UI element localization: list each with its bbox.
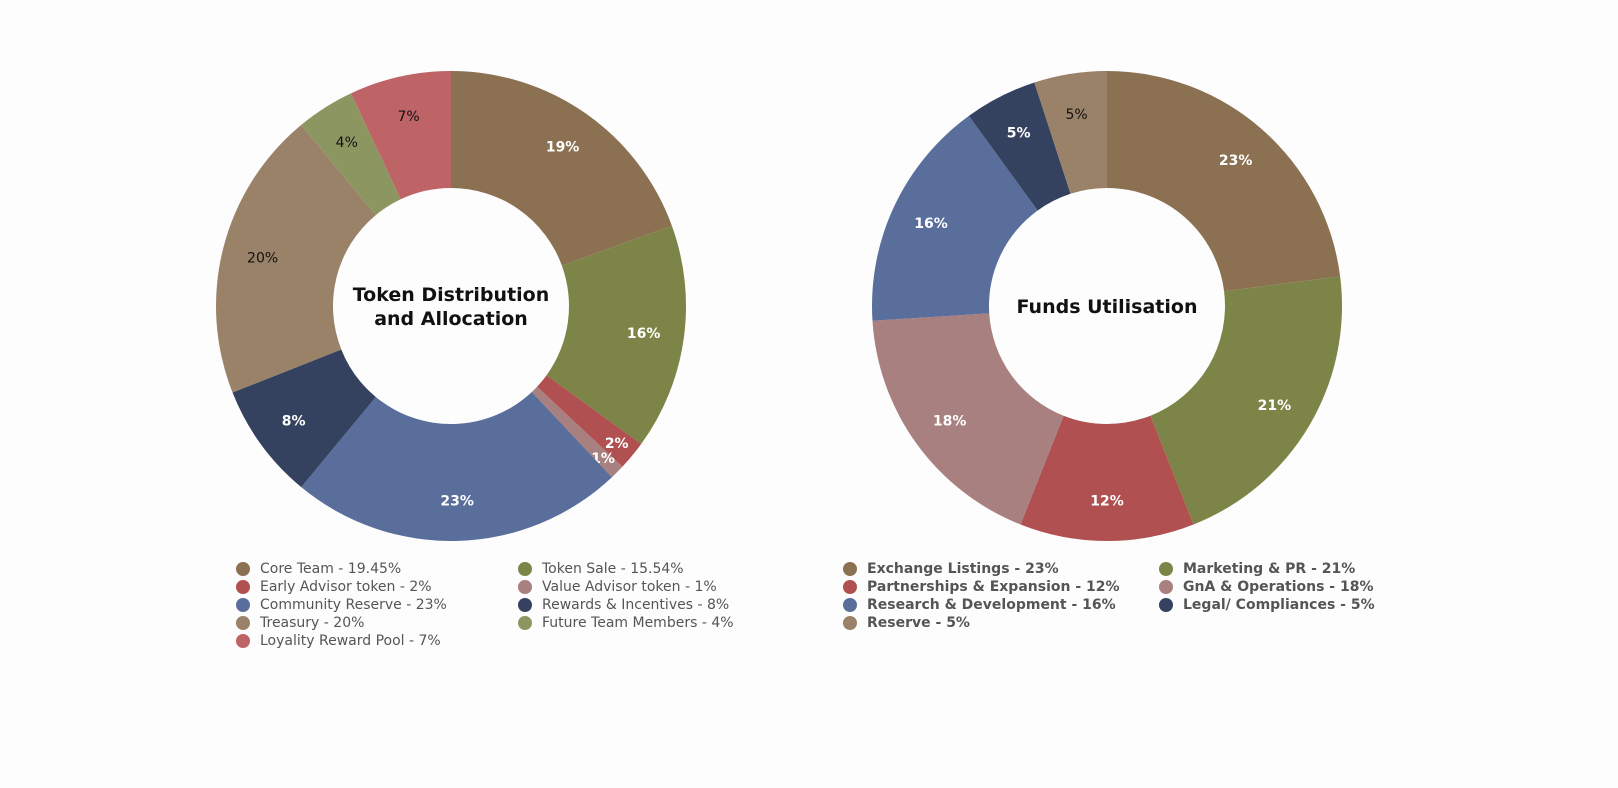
legend-marker	[1159, 598, 1173, 612]
legend-item[interactable]: Treasury - 20%	[236, 614, 518, 632]
legend-item[interactable]: Rewards & Incentives - 8%	[518, 596, 778, 614]
legend-marker	[843, 598, 857, 612]
legend-token-distribution: Core Team - 19.45% Token Sale - 15.54% Ear…	[236, 560, 778, 650]
legend-marker	[236, 598, 250, 612]
slice[interactable]	[872, 115, 1038, 321]
legend-marker	[236, 634, 250, 648]
slice[interactable]	[1020, 415, 1194, 541]
legend-label: Future Team Members - 4%	[542, 615, 734, 631]
legend-label: Partnerships & Expansion - 12%	[867, 579, 1120, 595]
slice[interactable]	[546, 225, 686, 445]
legend-item[interactable]: Community Reserve - 23%	[236, 596, 518, 614]
legend-marker	[518, 562, 532, 576]
data-label: 7%	[397, 109, 419, 125]
legend-marker	[843, 562, 857, 576]
legend-label: Token Sale - 15.54%	[542, 561, 684, 577]
legend-label: Legal/ Compliances - 5%	[1183, 597, 1375, 613]
legend-item[interactable]: Research & Development - 16%	[843, 596, 1159, 614]
data-label: 16%	[627, 326, 661, 342]
slice[interactable]	[1150, 276, 1342, 525]
slice[interactable]	[350, 71, 451, 200]
legend-item[interactable]: Loyality Reward Pool - 7%	[236, 632, 518, 650]
slice[interactable]	[232, 349, 376, 488]
legend-item[interactable]: Legal/ Compliances - 5%	[1159, 596, 1399, 614]
slice[interactable]	[531, 386, 623, 478]
slice[interactable]	[1107, 71, 1341, 292]
data-label: 12%	[1090, 494, 1124, 510]
legend-marker	[1159, 562, 1173, 576]
slice[interactable]	[301, 391, 612, 541]
data-label: 2%	[605, 436, 629, 452]
legend-label: Community Reserve - 23%	[260, 597, 447, 613]
data-label: 23%	[1219, 153, 1253, 169]
data-label: 8%	[282, 413, 306, 429]
legend-marker	[518, 580, 532, 594]
slice[interactable]	[968, 82, 1071, 211]
legend-label: Exchange Listings - 23%	[867, 561, 1059, 577]
legend-label: Core Team - 19.45%	[260, 561, 402, 577]
legend-marker	[518, 616, 532, 630]
legend-item[interactable]: Marketing & PR - 21%	[1159, 560, 1399, 578]
legend-marker	[843, 616, 857, 630]
legend-item[interactable]: Value Advisor token - 1%	[518, 578, 778, 596]
legend-item[interactable]: Token Sale - 15.54%	[518, 560, 778, 578]
data-label: 19%	[546, 140, 580, 156]
legend-item[interactable]: GnA & Operations - 18%	[1159, 578, 1399, 596]
slice[interactable]	[301, 93, 401, 216]
data-label: 23%	[440, 493, 474, 509]
legend-item[interactable]: Core Team - 19.45%	[236, 560, 518, 578]
slice[interactable]	[451, 71, 672, 266]
slice[interactable]	[872, 313, 1064, 525]
legend-label: Treasury - 20%	[260, 615, 365, 631]
chart-title: Token Distribution	[353, 284, 550, 306]
legend-marker	[518, 598, 532, 612]
legend-label: Marketing & PR - 21%	[1183, 561, 1356, 577]
slice[interactable]	[216, 124, 376, 393]
data-label: 4%	[336, 135, 358, 151]
legend-marker	[843, 580, 857, 594]
legend-item[interactable]: Future Team Members - 4%	[518, 614, 778, 632]
chart-title: and Allocation	[374, 308, 528, 330]
slice[interactable]	[537, 375, 642, 467]
legend-funds-utilisation: Exchange Listings - 23% Marketing & PR - …	[843, 560, 1399, 632]
legend-marker	[236, 562, 250, 576]
legend-label: Value Advisor token - 1%	[542, 579, 717, 595]
legend-marker	[236, 616, 250, 630]
legend-label: Rewards & Incentives - 8%	[542, 597, 730, 613]
legend-marker	[1159, 580, 1173, 594]
legend-item[interactable]: Reserve - 5%	[843, 614, 1159, 632]
data-label: 5%	[1065, 107, 1087, 123]
data-label: 18%	[933, 413, 967, 429]
legend-label: Research & Development - 16%	[867, 597, 1116, 613]
legend-item[interactable]: Early Advisor token - 2%	[236, 578, 518, 596]
data-label: 20%	[247, 251, 278, 267]
legend-marker	[236, 580, 250, 594]
legend-label: Early Advisor token - 2%	[260, 579, 432, 595]
data-label: 21%	[1258, 398, 1292, 414]
slice[interactable]	[1034, 71, 1107, 194]
data-label: 5%	[1007, 126, 1031, 142]
chart-title: Funds Utilisation	[1017, 296, 1198, 318]
legend-label: Reserve - 5%	[867, 615, 970, 631]
data-label: 16%	[914, 216, 948, 232]
legend-label: Loyality Reward Pool - 7%	[260, 633, 441, 649]
legend-item[interactable]: Partnerships & Expansion - 12%	[843, 578, 1159, 596]
legend-item[interactable]: Exchange Listings - 23%	[843, 560, 1159, 578]
legend-label: GnA & Operations - 18%	[1183, 579, 1374, 595]
